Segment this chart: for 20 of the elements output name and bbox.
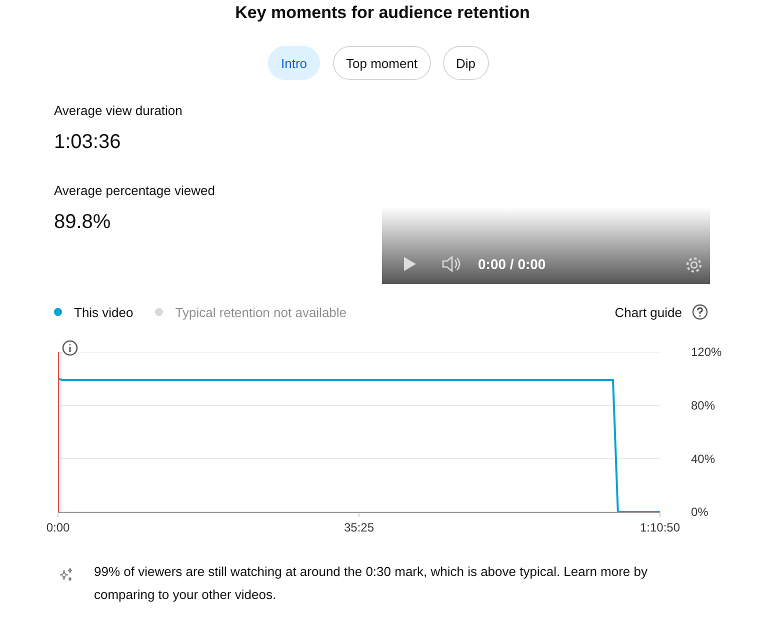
text: Average view duration	[54, 103, 182, 118]
text: Dip	[443, 46, 489, 80]
y-tick-label: 80%	[691, 398, 716, 413]
text: 1:03:36	[54, 131, 121, 154]
x-tick-label: 35:25	[344, 520, 374, 534]
text: Top moment	[333, 46, 431, 80]
x-tick-label: 0:00	[46, 520, 70, 534]
text: Average percentage viewed	[54, 183, 215, 198]
y-tick-label: 40%	[691, 452, 716, 466]
x-tick-label: 1:10:50	[640, 520, 680, 534]
text: Intro	[268, 46, 320, 80]
text: Chart guide	[614, 305, 682, 320]
chart-title: Key moments for audience retention	[234, 3, 531, 23]
text: 89.8%	[54, 211, 111, 234]
y-tick-label: 0%	[691, 505, 709, 520]
y-tick-label: 120%	[691, 345, 722, 360]
legend-label: Typical retention not available	[174, 305, 347, 320]
text: 99% of viewers are still watching at around the 0:30 mark, which is above typical. Learn more by comparing to your other videos.	[94, 563, 648, 604]
text: 0:00 / 0:00	[478, 256, 546, 272]
legend-label: This video	[73, 305, 134, 320]
